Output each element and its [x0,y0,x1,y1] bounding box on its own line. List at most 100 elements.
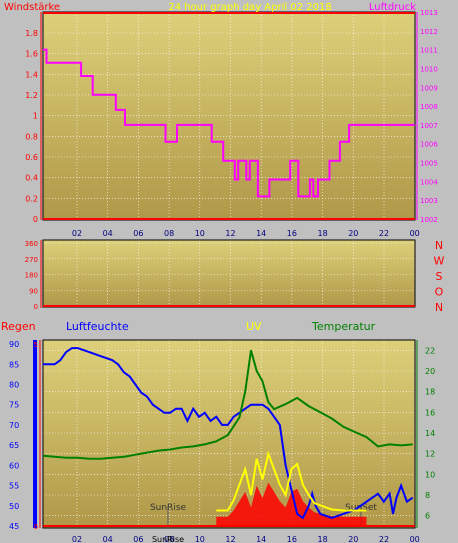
direction-y-tick-label: 270 [25,256,38,264]
wind-series [43,48,415,198]
weather-x-tick-label: 16 [287,535,297,543]
wind-y-ticks: 0 0.2 0.4 0.6 0.8 1 1.2 1.4 1.6 1.8 [25,29,38,224]
direction-y-tick-label: 360 [25,240,38,248]
temperature-y-tick-label: 10 [425,470,435,479]
wind-y-tick-label: 1.8 [25,29,38,38]
wind-panel-grid [43,12,416,220]
pressure-y-tick-label: 1012 [420,28,438,36]
humidity-y-tick-label: 55 [9,482,19,491]
weather-x-tick-label: 18 [318,535,328,543]
pressure-y-tick-label: 1002 [420,216,438,224]
humidity-y-tick-label: 90 [9,340,19,349]
humidity-y-tick-label: 65 [9,441,19,450]
weather-x-tick-label: 08 [164,535,174,543]
pressure-y-tick-label: 1011 [420,47,438,55]
weather-panel-border [42,339,416,529]
uv-title: UV [246,320,262,333]
pressure-y-tick-label: 1013 [420,9,438,17]
humidity-title: Luftfeuchte [66,320,129,333]
humidity-y-tick-label: 75 [9,401,19,410]
pressure-line [43,48,415,198]
wind-x-tick-label: 08 [164,229,174,238]
wind-x-tick-label: 22 [379,229,389,238]
humidity-y-tick-label: 85 [9,360,19,369]
wind-x-tick-label: 04 [103,229,113,238]
direction-label: W [434,255,445,268]
rain-y-ticks: 05 [34,341,38,531]
humidity-axis-bar [33,340,37,528]
sunrise-label: SunRise [150,503,187,513]
weather-x-tick-label: 22 [379,535,389,543]
pressure-y-tick-label: 1004 [420,178,438,186]
temperature-y-ticks: 6 8 10 12 14 16 18 20 22 [425,346,435,520]
direction-y-tick-label: 0 [34,303,38,311]
wind-x-tick-label: 18 [318,229,328,238]
temperature-y-tick-label: 20 [425,367,435,376]
rain-title: Regen [1,320,36,333]
wind-x-tick-label: 00 [410,229,420,238]
temperature-y-tick-label: 12 [425,450,435,459]
temperature-y-tick-label: 16 [425,408,435,417]
sunset-label: SunSet [345,503,377,513]
direction-label: N [435,301,443,314]
temperature-y-tick-label: 8 [425,491,430,500]
weather-x-tick-label: 00 [410,535,420,543]
rain-y-tick-label: 5 [34,341,38,349]
direction-y-ticks: 0 90 180 270 360 [25,240,38,311]
weather-x-tick-label: 02 [72,535,82,543]
wind-x-tick-label: 10 [195,229,205,238]
humidity-line [43,347,414,520]
wind-y-tick-label: 0.4 [25,174,38,183]
pressure-y-tick-label: 1009 [420,84,438,92]
weather-x-tick-label: 12 [225,535,235,543]
weather-series [42,347,414,520]
wind-x-tick-label: 20 [348,229,358,238]
humidity-y-tick-label: 60 [9,461,19,470]
direction-panel-background [43,240,415,307]
direction-label: O [435,286,444,299]
pressure-y-tick-label: 1010 [420,65,438,73]
wind-y-tick-label: 1.4 [25,70,38,79]
humidity-y-tick-label: 45 [9,522,19,531]
weather-x-tick-label: 04 [103,535,113,543]
direction-y-tick-label: 90 [29,287,38,295]
wind-panel-background [43,12,415,220]
weather-x-tick-label: 06 [133,535,143,543]
temperature-y-tick-label: 22 [425,346,435,355]
weather-x-tick-label: 10 [195,535,205,543]
uv-line [216,450,367,512]
weather-x-tick-label: 20 [348,535,358,543]
rain-y-tick-label: 0 [34,523,38,531]
humidity-y-ticks: 45 50 55 60 65 70 75 80 85 90 [9,340,19,531]
wind-x-tick-label: 12 [225,229,235,238]
pressure-y-tick-label: 1006 [420,141,438,149]
wind-x-tick-label: 02 [72,229,82,238]
wind-y-tick-label: 1 [33,112,38,121]
wind-x-ticks: 02 04 06 08 10 12 14 16 18 20 22 00 [72,229,420,238]
temperature-title: Temperatur [311,320,376,333]
humidity-y-tick-label: 70 [9,421,19,430]
wind-y-tick-label: 0.8 [25,132,38,141]
graph-title: 24 hour graph day April 02 2018 [168,2,331,13]
weather-x-ticks: 02 04 06 08 10 12 14 16 18 20 22 00 [72,535,420,543]
temperature-y-tick-label: 14 [425,429,435,438]
wind-x-tick-label: 16 [287,229,297,238]
wind-y-tick-label: 1.6 [25,50,38,59]
direction-y-tick-label: 180 [25,272,38,280]
pressure-y-ticks: 1002 1003 1004 1005 1006 1007 1008 1009 1010 1011… [420,9,438,224]
temperature-y-tick-label: 6 [425,512,430,521]
weather-x-tick-label: 14 [256,535,266,543]
rain-fill [216,482,367,526]
direction-label: S [436,270,443,283]
pressure-y-tick-label: 1005 [420,160,438,168]
pressure-y-tick-label: 1007 [420,122,438,130]
humidity-y-tick-label: 50 [9,502,19,511]
bottom-sunrise-label: SunRise [152,535,184,543]
pressure-y-tick-label: 1008 [420,103,438,111]
temperature-line [42,350,413,460]
pressure-y-tick-label: 1003 [420,197,438,205]
rain-area [216,482,367,526]
wind-x-tick-label: 14 [256,229,266,238]
